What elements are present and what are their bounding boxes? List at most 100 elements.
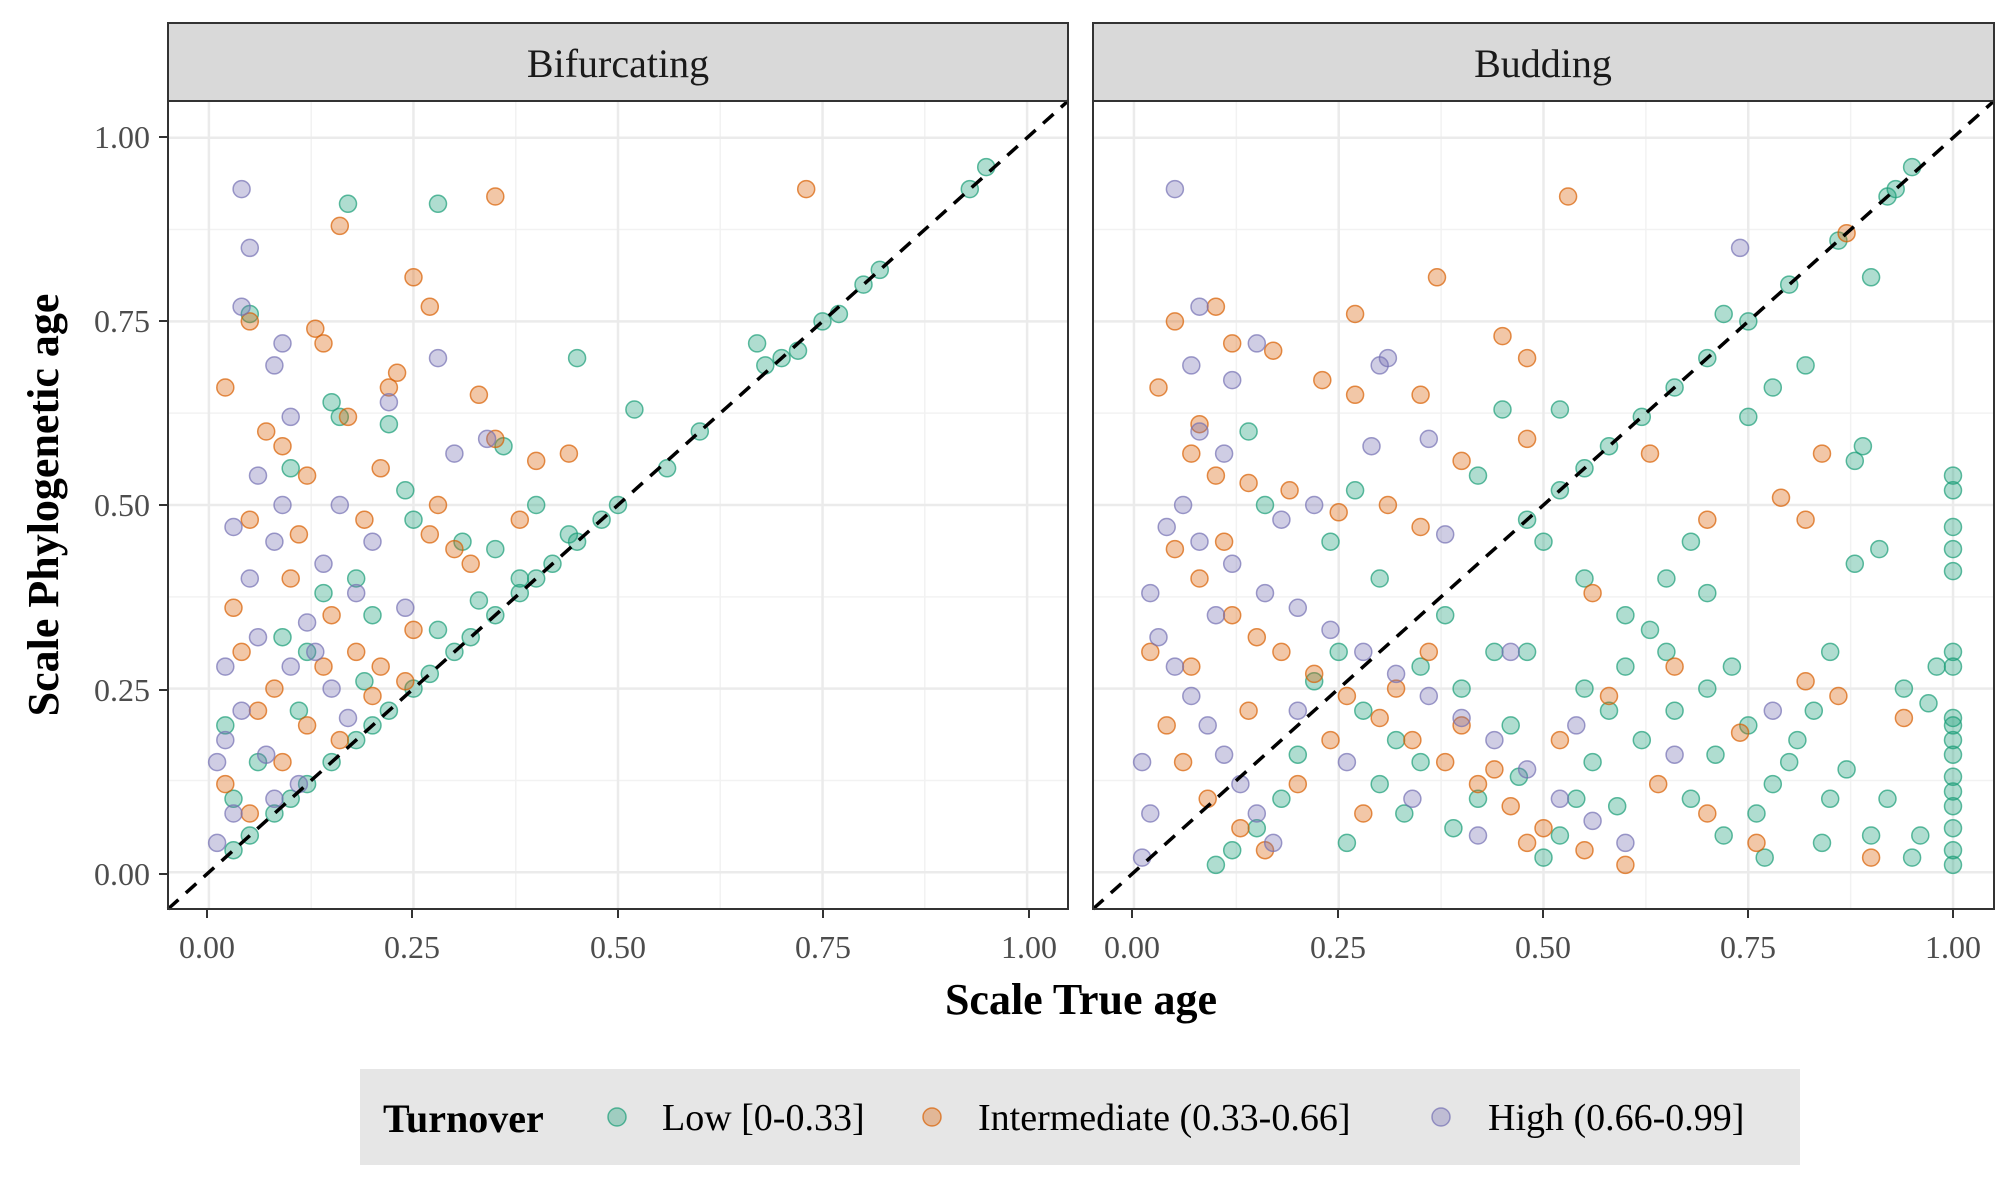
point-series-2-10: [1419, 429, 1439, 449]
point-series-2-22: [256, 745, 276, 764]
point-series-0-38: [379, 414, 399, 434]
point-series-0-78: [1354, 701, 1373, 720]
panel-1-x-tick-label-2: 0.50: [590, 929, 646, 965]
point-series-0-24: [1575, 569, 1594, 588]
point-series-2-48: [1304, 495, 1324, 515]
point-series-2-9: [1362, 436, 1381, 456]
point-series-0-106: [1321, 532, 1340, 551]
point-series-1-40: [314, 657, 333, 676]
point-series-1-27: [396, 672, 415, 691]
point-series-1-7: [1263, 341, 1283, 360]
point-series-1-11: [1149, 378, 1168, 397]
point-series-1-39: [1534, 818, 1553, 838]
point-series-0-59: [1747, 804, 1766, 823]
point-series-1-67: [1378, 495, 1398, 515]
point-series-0-51: [396, 481, 415, 500]
point-series-0-58: [216, 716, 235, 735]
point-series-0-33: [1943, 466, 1963, 485]
point-series-1-55: [1550, 730, 1570, 750]
point-series-2-8: [1190, 422, 1209, 441]
point-series-2-22: [1485, 730, 1504, 750]
point-series-0-14: [1853, 436, 1873, 456]
panel-2-strip: [1092, 22, 1995, 102]
point-series-1-12: [1493, 326, 1512, 346]
point-series-1-9: [1345, 385, 1365, 405]
point-series-1-49: [1354, 804, 1373, 823]
point-series-1-18: [355, 510, 374, 529]
point-series-0-81: [1288, 745, 1308, 764]
point-series-1-57: [1648, 774, 1668, 794]
panel-2-x-axis: 0.00 0.25 0.50 0.75 1.00: [1104, 909, 1981, 965]
point-series-1-13: [1517, 348, 1537, 368]
point-series-2-49: [1272, 510, 1291, 529]
point-series-0-60: [355, 672, 374, 691]
point-series-2-10: [248, 466, 268, 485]
point-series-0-4: [747, 334, 767, 353]
point-series-1-2: [330, 216, 350, 236]
point-series-1-5: [1165, 312, 1185, 331]
point-series-1-26: [1411, 517, 1430, 537]
point-series-0-46: [1943, 796, 1963, 816]
point-series-2-11: [1214, 444, 1234, 463]
point-series-1-35: [428, 495, 448, 515]
point-series-0-48: [428, 620, 448, 640]
point-series-2-23: [1517, 760, 1537, 779]
point-series-1-52: [1452, 716, 1471, 735]
point-series-0-44: [510, 569, 530, 588]
y-tick-label-2: 0.50: [94, 487, 150, 523]
point-series-1-56: [1599, 686, 1619, 706]
point-series-2-37: [1141, 804, 1160, 823]
point-series-1-43: [1173, 752, 1193, 772]
point-series-2-9: [477, 429, 497, 449]
point-series-2-26: [1616, 833, 1635, 853]
point-series-2-12: [1157, 517, 1176, 537]
point-series-0-49: [559, 525, 579, 544]
point-series-1-31: [1272, 642, 1291, 662]
point-series-0-84: [1222, 840, 1242, 860]
point-series-1-5: [240, 312, 260, 331]
panel-2-grid: [1093, 101, 1994, 909]
point-series-0-52: [346, 569, 366, 588]
legend-key-intermediate: [922, 1107, 942, 1127]
point-series-1-32: [248, 701, 268, 720]
point-series-2-27: [240, 569, 260, 588]
point-series-0-94: [1812, 833, 1832, 853]
point-series-2-17: [248, 627, 268, 647]
point-series-2-20: [1419, 686, 1439, 706]
point-series-0-91: [1681, 789, 1701, 809]
panel-1-x-axis: 0.00 0.25 0.50 0.75 1.00: [179, 909, 1057, 965]
point-series-0-75: [1411, 657, 1430, 676]
legend-label-intermediate: Intermediate (0.33-0.66]: [978, 1097, 1350, 1139]
point-series-1-21: [1812, 444, 1832, 463]
point-series-0-102: [1444, 818, 1463, 838]
point-series-2-30: [1182, 686, 1201, 706]
point-series-1-25: [1329, 503, 1348, 522]
point-series-2-3: [273, 334, 292, 353]
point-series-1-3: [1206, 297, 1226, 316]
point-series-0-36: [322, 392, 341, 412]
point-series-2-46: [1501, 642, 1520, 662]
point-series-2-42: [1468, 826, 1488, 845]
point-series-0-97: [1911, 826, 1930, 845]
point-series-2-25: [207, 833, 227, 853]
point-series-2-25: [1583, 811, 1602, 831]
point-series-1-69: [1214, 532, 1234, 551]
point-series-0-99: [1706, 745, 1725, 764]
point-series-2-14: [346, 583, 366, 603]
point-series-1-38: [1501, 796, 1520, 816]
point-series-2-16: [297, 613, 317, 632]
point-series-0-70: [1534, 848, 1553, 867]
y-tick-label-4: 1.00: [94, 119, 150, 155]
point-series-0-76: [1386, 730, 1406, 750]
point-series-2-16: [1288, 598, 1308, 618]
point-series-2-15: [1255, 583, 1275, 603]
point-series-2-32: [1214, 745, 1234, 764]
point-series-0-57: [1788, 730, 1807, 750]
point-series-1-41: [1616, 855, 1635, 875]
point-series-1-8: [379, 378, 399, 397]
point-series-1-63: [1894, 708, 1914, 728]
point-series-2-50: [1206, 605, 1226, 625]
point-series-2-3: [1247, 334, 1267, 353]
point-series-1-45: [1231, 818, 1250, 838]
point-series-2-30: [363, 532, 382, 551]
